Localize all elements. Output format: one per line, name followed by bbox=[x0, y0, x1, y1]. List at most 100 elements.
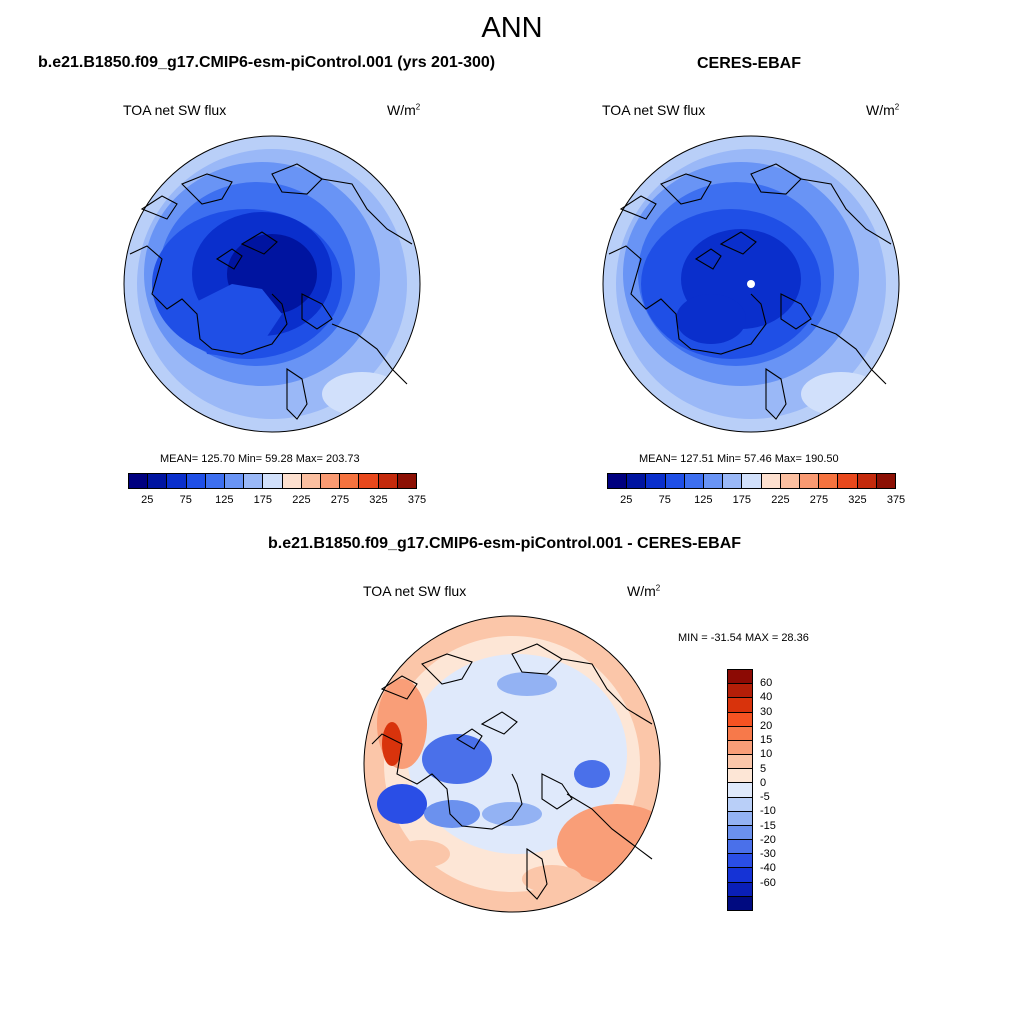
obs-colorbar bbox=[607, 473, 896, 489]
diff-case-title: b.e21.B1850.f09_g17.CMIP6-esm-piControl.… bbox=[268, 535, 742, 552]
colorbar-tick-label: 225 bbox=[771, 494, 790, 506]
colorbar-box bbox=[704, 474, 724, 488]
colorbar-box bbox=[761, 474, 781, 488]
colorbar-box bbox=[857, 474, 877, 488]
colorbar-tick-label: 5 bbox=[760, 762, 767, 775]
colorbar-tick-label: 175 bbox=[732, 494, 752, 506]
obs-polar-map bbox=[602, 135, 900, 433]
diff-variable-label: TOA net SW flux bbox=[363, 583, 467, 599]
colorbar-tick-label: 20 bbox=[760, 719, 773, 732]
colorbar-tick-label: 125 bbox=[694, 494, 713, 506]
colorbar-box bbox=[340, 474, 360, 488]
colorbar-tick-label: -60 bbox=[760, 876, 776, 889]
colorbar-tick-label: 25 bbox=[141, 494, 154, 506]
colorbar-box bbox=[244, 474, 264, 488]
colorbar-box bbox=[728, 896, 752, 910]
obs-colorbar-ticks: 25 75 125 175 225 275 325 375 bbox=[607, 494, 905, 508]
colorbar-box bbox=[646, 474, 666, 488]
diff-colorbar bbox=[727, 669, 753, 911]
model-polar-map bbox=[123, 135, 421, 433]
colorbar-tick-label: 75 bbox=[179, 494, 192, 506]
colorbar-box bbox=[728, 740, 752, 756]
colorbar-tick-label: 40 bbox=[760, 691, 773, 704]
model-case-title: b.e21.B1850.f09_g17.CMIP6-esm-piControl.… bbox=[38, 54, 496, 71]
colorbar-tick-label: -30 bbox=[760, 848, 776, 861]
colorbar-box bbox=[819, 474, 839, 488]
colorbar-tick-label: 375 bbox=[407, 494, 427, 506]
diff-stats: MIN = -31.54 MAX = 28.36 bbox=[678, 632, 809, 644]
season-title: ANN bbox=[481, 12, 543, 44]
colorbar-tick-label: 325 bbox=[848, 494, 867, 506]
colorbar-box bbox=[129, 474, 149, 488]
colorbar-box bbox=[728, 769, 752, 784]
colorbar-tick-label: 25 bbox=[620, 494, 633, 506]
obs-variable-label: TOA net SW flux bbox=[602, 102, 706, 118]
colorbar-tick-label: 275 bbox=[330, 494, 350, 506]
colorbar-box bbox=[838, 474, 858, 488]
obs-case-title: CERES-EBAF bbox=[697, 55, 802, 72]
colorbar-tick-label: 0 bbox=[760, 776, 767, 789]
model-colorbar bbox=[128, 473, 417, 489]
colorbar-box bbox=[148, 474, 168, 488]
model-colorbar-ticks: 25 75 125 175 225 275 325 375 bbox=[128, 494, 426, 508]
colorbar-box bbox=[728, 882, 752, 897]
diff-colorbar-ticks: 60 40 30 20 15 10 5 0 -5 -10 -15 -20 -30 -40 -60 bbox=[760, 669, 800, 911]
colorbar-box bbox=[728, 684, 752, 699]
colorbar-box bbox=[728, 712, 752, 727]
model-variable-label: TOA net SW flux bbox=[123, 102, 227, 118]
colorbar-tick-label: -10 bbox=[760, 805, 776, 818]
colorbar-tick-label: 275 bbox=[809, 494, 829, 506]
colorbar-tick-label: 75 bbox=[658, 494, 671, 506]
colorbar-box bbox=[627, 474, 647, 488]
colorbar-tick-label: 325 bbox=[369, 494, 388, 506]
colorbar-box bbox=[282, 474, 302, 488]
colorbar-box bbox=[728, 811, 752, 826]
colorbar-box bbox=[225, 474, 245, 488]
colorbar-box bbox=[728, 783, 752, 798]
colorbar-box bbox=[728, 698, 752, 713]
colorbar-box bbox=[665, 474, 685, 488]
colorbar-tick-label: 225 bbox=[292, 494, 311, 506]
colorbar-box bbox=[723, 474, 743, 488]
colorbar-box bbox=[728, 755, 752, 770]
colorbar-tick-label: 30 bbox=[760, 705, 773, 718]
colorbar-box bbox=[167, 474, 187, 488]
colorbar-box bbox=[263, 474, 283, 488]
colorbar-tick-label: -5 bbox=[760, 791, 770, 804]
colorbar-box bbox=[728, 825, 752, 841]
colorbar-box bbox=[186, 474, 206, 488]
colorbar-box bbox=[728, 726, 752, 741]
diff-units-label: W/m2 bbox=[627, 583, 661, 599]
colorbar-box bbox=[378, 474, 398, 488]
model-stats: MEAN= 125.70 Min= 59.28 Max= 203.73 bbox=[160, 453, 360, 465]
colorbar-tick-label: -15 bbox=[760, 819, 776, 832]
colorbar-box bbox=[728, 868, 752, 883]
colorbar-tick-label: 175 bbox=[253, 494, 273, 506]
diff-polar-map bbox=[363, 615, 661, 913]
colorbar-box bbox=[800, 474, 820, 488]
colorbar-box bbox=[684, 474, 705, 488]
colorbar-tick-label: 15 bbox=[760, 734, 773, 747]
colorbar-box bbox=[608, 474, 628, 488]
model-units-label: W/m2 bbox=[387, 102, 421, 118]
colorbar-box bbox=[397, 474, 417, 488]
colorbar-box bbox=[728, 670, 752, 685]
colorbar-tick-label: 10 bbox=[760, 748, 773, 761]
colorbar-tick-label: 125 bbox=[215, 494, 234, 506]
colorbar-box bbox=[321, 474, 341, 488]
colorbar-tick-label: 375 bbox=[886, 494, 906, 506]
colorbar-box bbox=[728, 854, 752, 869]
obs-stats: MEAN= 127.51 Min= 57.46 Max= 190.50 bbox=[639, 453, 839, 465]
colorbar-box bbox=[728, 840, 752, 855]
colorbar-tick-label: -20 bbox=[760, 833, 776, 846]
colorbar-box bbox=[205, 474, 226, 488]
colorbar-tick-label: -40 bbox=[760, 862, 776, 875]
colorbar-box bbox=[742, 474, 762, 488]
colorbar-box bbox=[876, 474, 896, 488]
colorbar-box bbox=[359, 474, 379, 488]
colorbar-box bbox=[780, 474, 801, 488]
colorbar-box bbox=[728, 797, 752, 812]
colorbar-tick-label: 60 bbox=[760, 677, 773, 690]
obs-units-label: W/m2 bbox=[866, 102, 900, 118]
colorbar-box bbox=[301, 474, 322, 488]
